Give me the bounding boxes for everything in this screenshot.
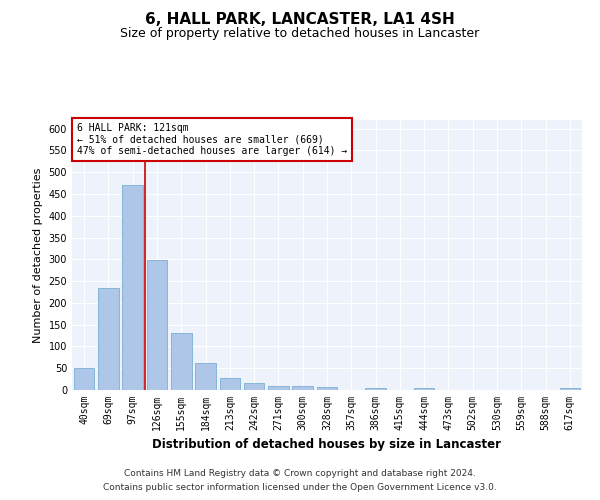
Y-axis label: Number of detached properties: Number of detached properties	[33, 168, 43, 342]
Bar	[292, 386, 313, 390]
Bar	[268, 386, 289, 390]
Text: Contains HM Land Registry data © Crown copyright and database right 2024.: Contains HM Land Registry data © Crown c…	[124, 468, 476, 477]
X-axis label: Distribution of detached houses by size in Lancaster: Distribution of detached houses by size …	[152, 438, 502, 452]
Bar	[365, 388, 386, 390]
Bar	[98, 288, 119, 390]
Bar	[317, 386, 337, 390]
Bar	[414, 388, 434, 390]
Bar	[220, 378, 240, 390]
Text: Size of property relative to detached houses in Lancaster: Size of property relative to detached ho…	[121, 28, 479, 40]
Bar	[122, 186, 143, 390]
Text: 6 HALL PARK: 121sqm
← 51% of detached houses are smaller (669)
47% of semi-detac: 6 HALL PARK: 121sqm ← 51% of detached ho…	[77, 122, 347, 156]
Bar	[171, 334, 191, 390]
Text: Contains public sector information licensed under the Open Government Licence v3: Contains public sector information licen…	[103, 484, 497, 492]
Bar	[244, 383, 265, 390]
Text: 6, HALL PARK, LANCASTER, LA1 4SH: 6, HALL PARK, LANCASTER, LA1 4SH	[145, 12, 455, 28]
Bar	[146, 260, 167, 390]
Bar	[195, 362, 216, 390]
Bar	[560, 388, 580, 390]
Bar	[74, 368, 94, 390]
